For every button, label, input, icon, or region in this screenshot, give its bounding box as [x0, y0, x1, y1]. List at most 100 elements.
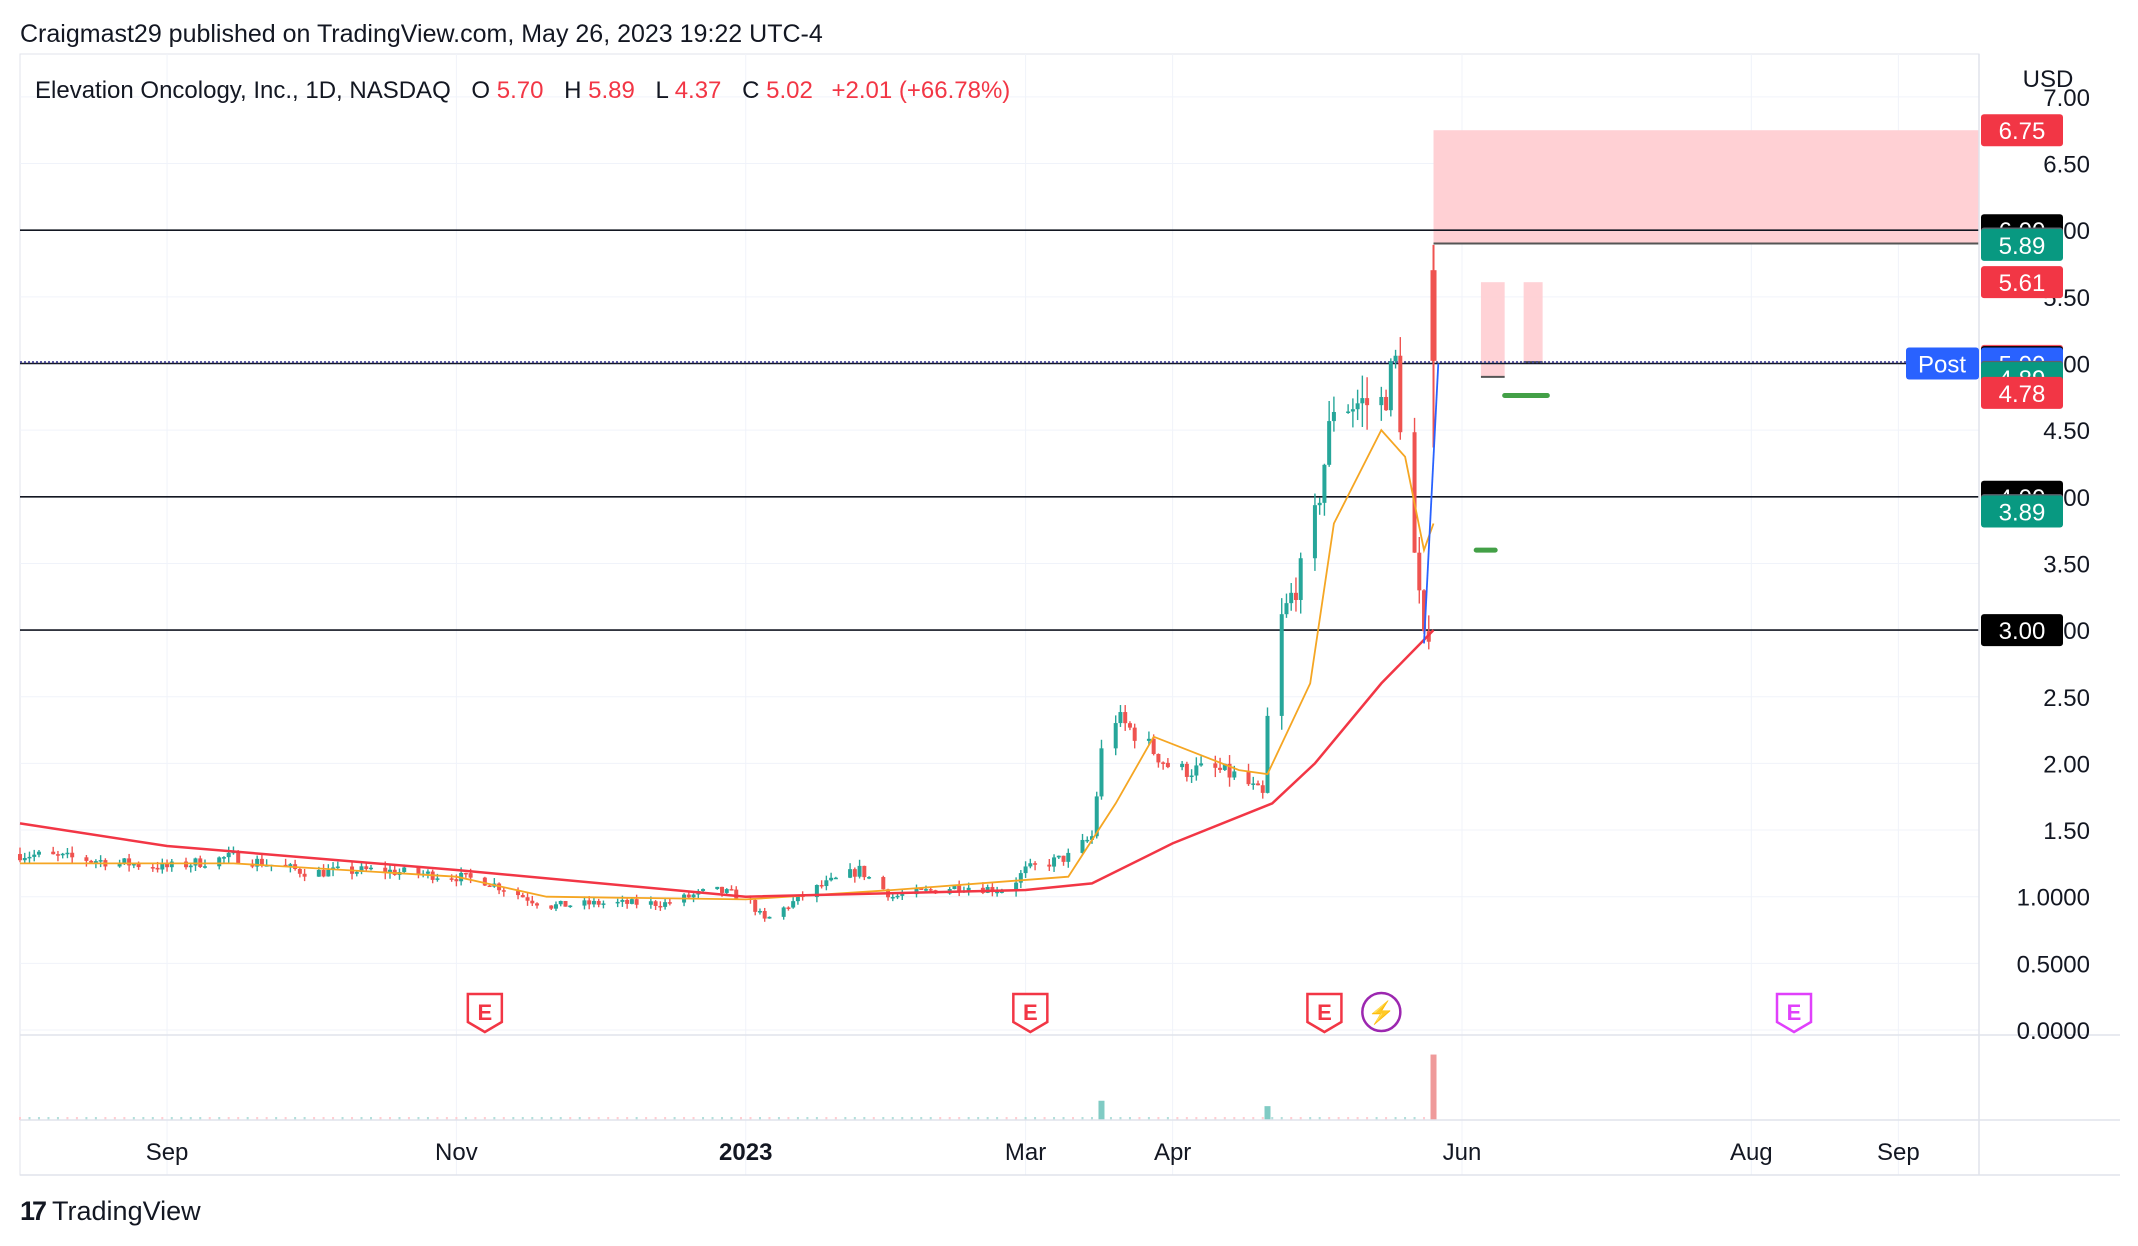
candle [1327, 421, 1332, 465]
volume-bar [1034, 1117, 1037, 1120]
candle [1165, 762, 1170, 768]
candle [297, 868, 302, 874]
candle [648, 901, 653, 905]
candle [525, 897, 530, 901]
candle [753, 899, 758, 912]
candle [1331, 411, 1336, 422]
marker-label: E [478, 1000, 493, 1025]
volume-bar [1176, 1117, 1179, 1120]
candle [715, 886, 720, 890]
dividend-marker [1361, 991, 1402, 1033]
candle [1023, 866, 1028, 874]
candle [867, 877, 872, 879]
volume-bar [711, 1117, 714, 1120]
volume-bar [322, 1117, 325, 1120]
candle [369, 867, 374, 870]
candle [468, 873, 473, 878]
price-label: 3.00 [1999, 618, 2046, 645]
moving-averages [19, 363, 1440, 901]
candle [582, 900, 587, 906]
candle [1132, 727, 1137, 741]
candle [701, 889, 706, 891]
candle [720, 886, 725, 893]
tv-logo-icon: 17 [20, 1196, 47, 1226]
candle [1227, 763, 1232, 778]
candle [795, 895, 800, 902]
volume-bar [388, 1117, 391, 1120]
volume-bar [891, 1117, 894, 1120]
candle [1014, 882, 1019, 892]
volume-bar [341, 1117, 344, 1120]
price-label-bg [1981, 114, 2063, 147]
x-tick-label: Mar [1005, 1139, 1046, 1166]
candle [98, 860, 103, 862]
tradingview-logo[interactable]: 17 TradingView [20, 1196, 201, 1227]
candle [1099, 748, 1104, 797]
volume-bar [360, 1117, 363, 1120]
volume-bar [654, 1117, 657, 1120]
candle [402, 867, 407, 873]
volume-bar [578, 1117, 581, 1120]
candle [900, 894, 905, 896]
candle [791, 901, 796, 908]
volume-bar [1252, 1117, 1255, 1120]
candle [155, 867, 160, 870]
ohlc-legend: Elevation Oncology, Inc., 1D, NASDAQ O 5… [35, 77, 1010, 104]
candle [1066, 852, 1071, 862]
volume-bar [692, 1117, 695, 1120]
ema-slow-line [19, 629, 1435, 898]
volume-bar [189, 1117, 192, 1120]
candle [1298, 558, 1303, 600]
volume-bar [113, 1117, 116, 1120]
price-label: 5.89 [1999, 233, 2046, 260]
candle [1346, 411, 1351, 413]
candle [829, 877, 834, 881]
volume-bar [37, 1117, 40, 1120]
volume-bar [1062, 1117, 1065, 1120]
volume-bar [28, 1117, 31, 1120]
price-label-bg [1981, 495, 2063, 528]
candle [625, 899, 630, 904]
candle [762, 911, 767, 919]
marker-label: E [1317, 1000, 1332, 1025]
volume-bar [569, 1117, 572, 1120]
volume-bar [1128, 1117, 1131, 1120]
candle [914, 888, 919, 895]
candle [1047, 864, 1052, 867]
candle [1184, 763, 1189, 777]
volume-bar [1072, 1117, 1075, 1120]
candle [463, 872, 468, 875]
candle [1422, 590, 1427, 632]
target-zones [1433, 130, 1979, 378]
volume-bar [170, 1117, 173, 1120]
volume-bar [1299, 1117, 1302, 1120]
volume-bar [1385, 1117, 1388, 1120]
volume-bar [47, 1117, 50, 1120]
price-label-bg [1981, 228, 2063, 261]
candle [1293, 592, 1298, 600]
y-tick-label: 3.50 [2043, 551, 2090, 578]
volume-bar [1081, 1117, 1084, 1120]
candle [553, 904, 558, 909]
volume-bar [1404, 1117, 1407, 1120]
volume-bar [815, 1117, 818, 1120]
volume-bar [1157, 1117, 1160, 1120]
candle [615, 901, 620, 904]
volume-bar [85, 1117, 88, 1120]
candle [1365, 398, 1370, 406]
candle [236, 851, 241, 864]
price-label-bg [1981, 614, 2063, 647]
candle [354, 871, 359, 874]
volume-bar [1147, 1117, 1150, 1120]
publisher-line: Craigmast29 published on TradingView.com… [20, 20, 823, 48]
volume-bar [1423, 1117, 1426, 1120]
volume-bar [664, 1117, 667, 1120]
volume-bar [483, 1117, 486, 1120]
volume-bar [66, 1117, 69, 1120]
candle [568, 905, 573, 908]
volume-bar [142, 1117, 145, 1120]
volume-bar [256, 1117, 259, 1120]
candle [629, 899, 634, 904]
y-tick-label: 7.00 [2043, 85, 2090, 112]
